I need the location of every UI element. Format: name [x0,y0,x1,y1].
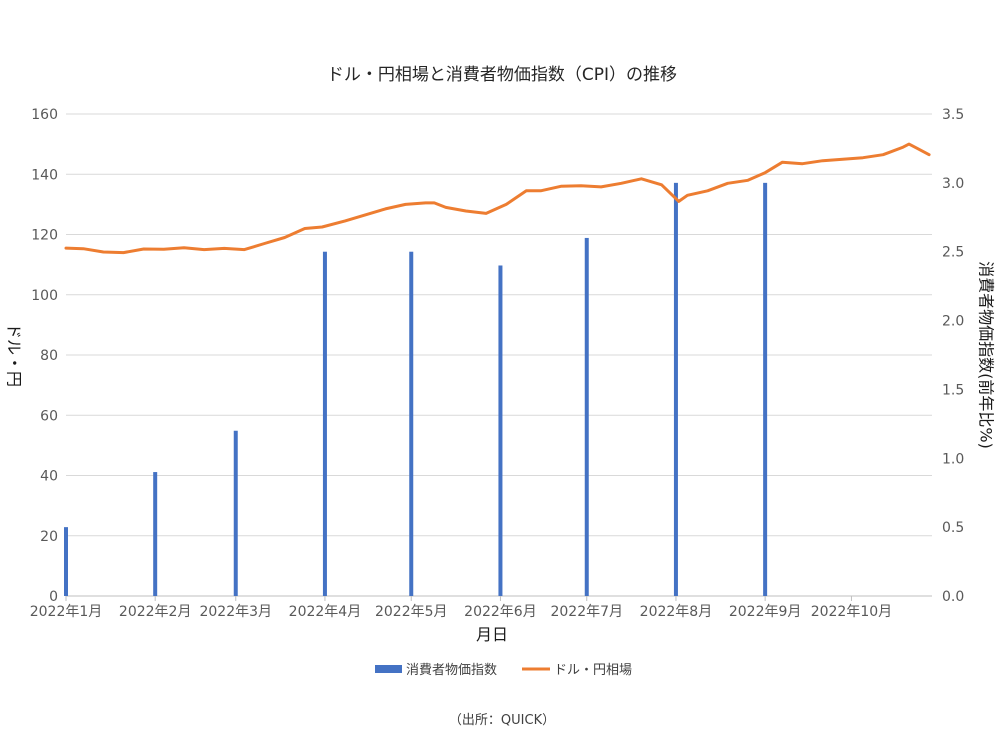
x-tick-label: 2022年10月 [811,604,892,620]
x-tick-label: 2022年1月 [30,604,103,620]
left-tick-label: 80 [40,348,58,364]
left-tick-label: 20 [40,529,58,545]
left-tick-label: 120 [31,228,58,244]
x-axis-title: 月日 [476,625,508,644]
legend-label-usdjpy: ドル・円相場 [554,663,632,678]
x-axis-ticks: 2022年1月 2022年2月 2022年3月 2022年4月 2022年5月 2022年… [30,596,892,620]
right-tick-label: 2.0 [942,314,964,330]
cpi-bar [64,527,68,596]
cpi-bar [673,182,678,596]
right-tick-label: 0.5 [942,520,964,536]
cpi-bar [233,430,238,596]
x-tick-label: 2022年2月 [119,604,192,620]
left-tick-label: 40 [40,469,58,485]
chart-title: ドル・円相場と消費者物価指数（CPI）の推移 [327,65,677,85]
right-tick-label: 2.5 [942,245,964,261]
left-tick-label: 0 [49,589,58,605]
x-tick-label: 2022年8月 [640,604,713,620]
right-axis-title: 消費者物価指数(前年比%) [977,261,996,449]
usdjpy-line [64,142,931,255]
source-note: （出所：QUICK） [449,713,555,728]
x-tick-label: 2022年4月 [289,604,362,620]
legend-swatch-cpi [375,665,402,673]
cpi-bar [763,182,768,596]
right-tick-label: 3.0 [942,176,964,192]
left-tick-label: 160 [31,107,58,123]
legend: 消費者物価指数 ドル・円相場 [375,663,632,678]
cpi-bar [153,472,158,596]
left-tick-label: 100 [31,288,58,304]
usdjpy-line-group [64,142,931,255]
cpi-bar [498,265,503,596]
right-tick-label: 1.0 [942,451,964,467]
legend-label-cpi: 消費者物価指数 [406,663,497,678]
left-tick-label: 60 [40,408,58,424]
x-tick-label: 2022年3月 [199,604,272,620]
x-tick-label: 2022年7月 [550,604,623,620]
left-axis-ticks: 0 20 40 60 80 100 120 140 160 [31,107,58,605]
cpi-bar [322,251,327,596]
x-tick-label: 2022年5月 [375,604,448,620]
x-tick-label: 2022年9月 [729,604,802,620]
cpi-bars [64,182,768,596]
right-tick-label: 3.5 [942,107,964,123]
right-axis-ticks: 0.0 0.5 1.0 1.5 2.0 2.5 3.0 3.5 [942,107,964,605]
x-tick-label: 2022年6月 [464,604,537,620]
left-axis-title: ドル・円 [5,323,24,387]
cpi-bar [584,237,589,596]
right-tick-label: 0.0 [942,589,964,605]
cpi-bar [409,251,414,596]
right-tick-label: 1.5 [942,382,964,398]
left-tick-label: 140 [31,167,58,183]
